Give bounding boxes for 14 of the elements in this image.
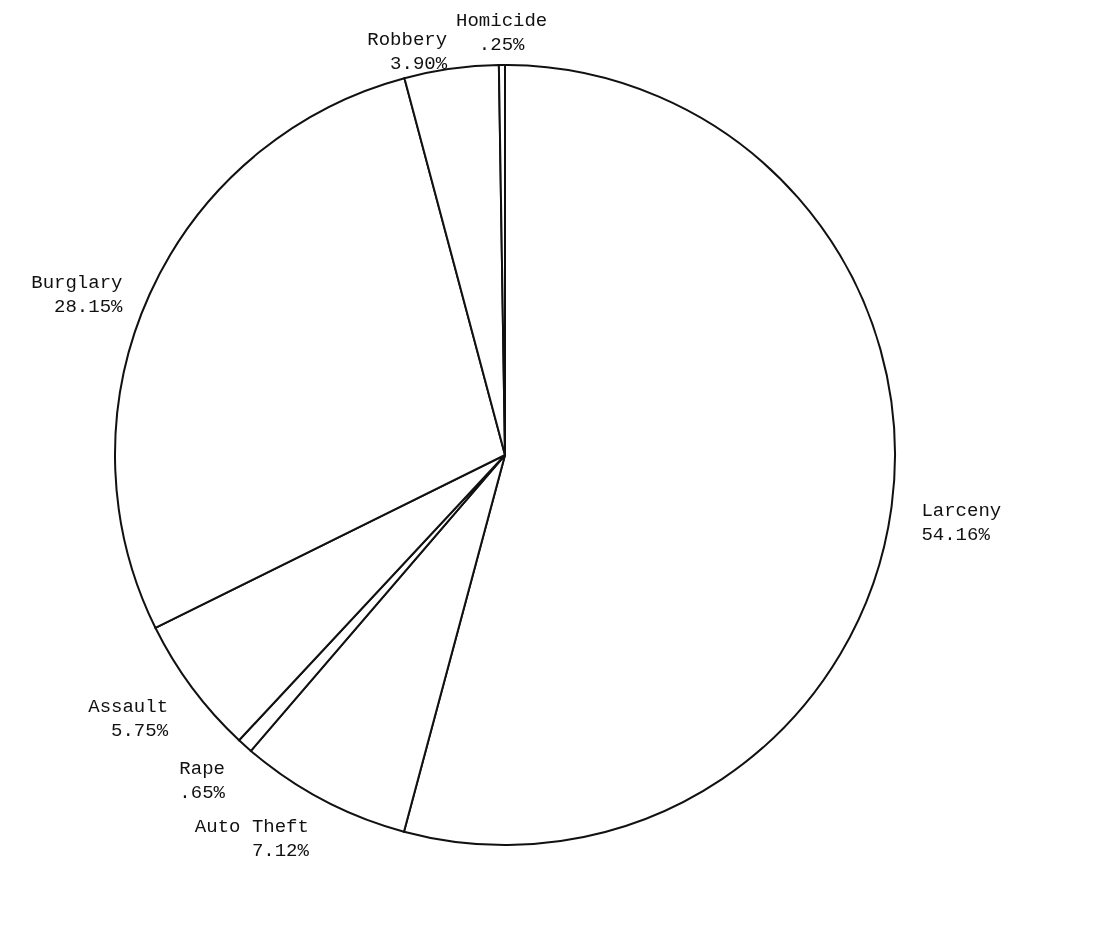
slice-label: Burglary	[31, 271, 123, 294]
slice-label: Auto Theft	[194, 816, 309, 839]
slice-label: Larceny	[921, 499, 1002, 522]
data-label: .65%	[179, 781, 226, 804]
slice-label: Rape	[179, 757, 225, 780]
data-label: 5.75%	[111, 719, 169, 742]
data-label: .25%	[478, 34, 526, 57]
data-label: 7.12%	[251, 840, 310, 863]
data-label: 28.15%	[54, 295, 124, 318]
slice-label: Assault	[88, 695, 169, 718]
data-label: 3.90%	[390, 53, 448, 76]
slice-label: Homicide	[456, 10, 548, 33]
slice-label: Robbery	[367, 29, 448, 52]
data-label: 54.16%	[921, 523, 991, 546]
